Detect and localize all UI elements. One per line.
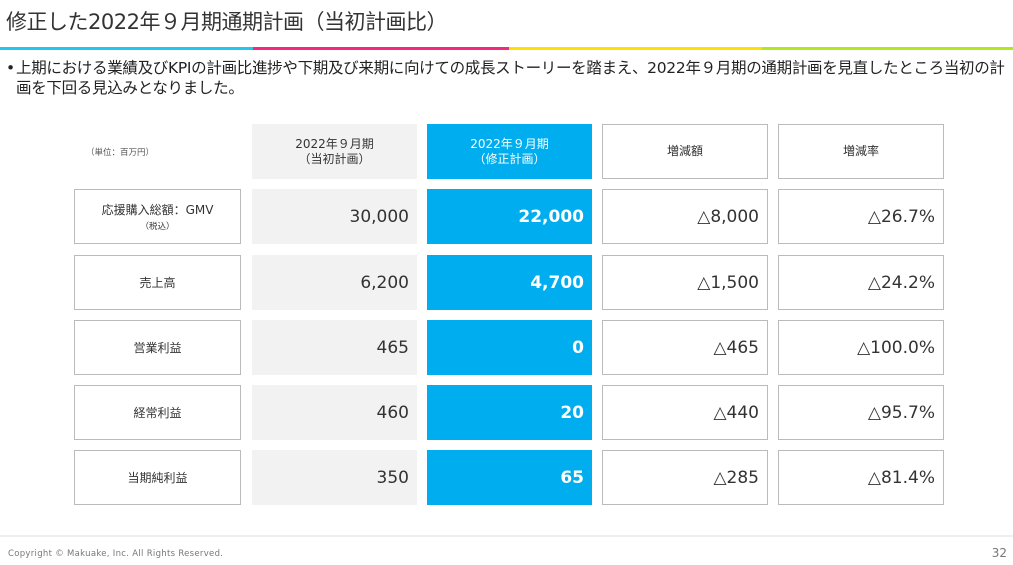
original-value: 465 (252, 320, 417, 375)
revised-value: 0 (427, 320, 592, 375)
row-label: 経常利益 (74, 385, 241, 440)
header-rate: 増減率 (778, 124, 944, 179)
accent-bar-pink (253, 47, 509, 50)
summary-bullet: • 上期における業績及びKPIの計画比進捗や下期及び来期に向けての成長ストーリーを… (6, 58, 1011, 98)
unit-label: （単位：百万円） (86, 148, 155, 158)
accent-bar-yellow (509, 47, 762, 50)
row-label: 当期純利益 (74, 450, 241, 505)
rate-value: △100.0% (778, 320, 944, 375)
accent-bar-cyan (0, 47, 253, 50)
header-revised-plan: 2022年９月期 （修正計画） (427, 124, 592, 179)
row-label: 売上高 (74, 255, 241, 310)
copyright: Copyright © Makuake, Inc. All Rights Res… (8, 549, 224, 559)
rate-value: △24.2% (778, 255, 944, 310)
change-value: △1,500 (602, 255, 768, 310)
revised-value: 20 (427, 385, 592, 440)
revised-value: 4,700 (427, 255, 592, 310)
header-original-plan: 2022年９月期 （当初計画） (252, 124, 417, 179)
original-value: 460 (252, 385, 417, 440)
header-change: 増減額 (602, 124, 768, 179)
original-value: 30,000 (252, 189, 417, 244)
change-value: △440 (602, 385, 768, 440)
change-value: △285 (602, 450, 768, 505)
page-number: 32 (991, 546, 1007, 560)
footer-divider (0, 535, 1013, 537)
rate-value: △95.7% (778, 385, 944, 440)
change-value: △465 (602, 320, 768, 375)
row-label: 営業利益 (74, 320, 241, 375)
summary-text: 上期における業績及びKPIの計画比進捗や下期及び来期に向けての成長ストーリーを踏… (16, 59, 1005, 97)
original-value: 350 (252, 450, 417, 505)
rate-value: △81.4% (778, 450, 944, 505)
revised-value: 65 (427, 450, 592, 505)
rate-value: △26.7% (778, 189, 944, 244)
revised-value: 22,000 (427, 189, 592, 244)
original-value: 6,200 (252, 255, 417, 310)
change-value: △8,000 (602, 189, 768, 244)
row-label: 応援購入総額：GMV （税込） (74, 189, 241, 244)
accent-bar-green (762, 47, 1013, 50)
page-title: 修正した2022年９月期通期計画（当初計画比） (6, 10, 447, 34)
